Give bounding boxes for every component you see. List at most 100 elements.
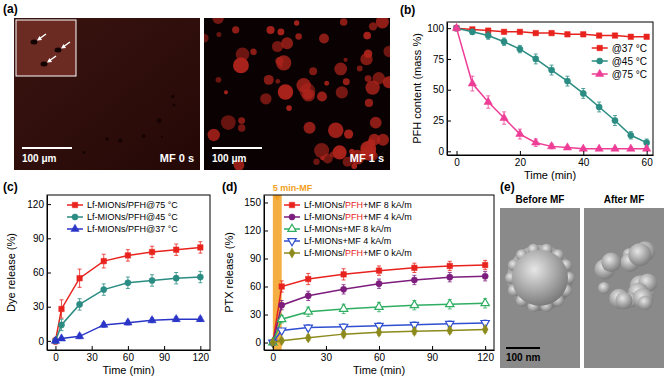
legend-label-part: PFH	[345, 248, 363, 258]
legend-marker	[72, 202, 77, 207]
image-background	[584, 208, 664, 368]
legend-marker	[288, 239, 296, 246]
marker	[100, 320, 108, 327]
image-background	[500, 208, 580, 368]
speck	[172, 103, 175, 106]
marker	[547, 142, 555, 149]
x-tick-mark	[379, 346, 380, 350]
y-axis-title: PFH content (mass %)	[411, 33, 423, 144]
legend-label: Lf-MIONs+MF 4 kA/m	[304, 236, 391, 246]
x-tick-label: 30	[321, 352, 333, 363]
marker	[376, 268, 381, 273]
x-tick-label: 30	[87, 352, 99, 363]
y-axis: 0255075100	[427, 23, 451, 158]
annotation-label: 5 min-MF	[273, 183, 313, 193]
y-tick-mark	[47, 238, 51, 239]
y-tick-mark	[47, 204, 51, 205]
bubble	[295, 33, 302, 40]
legend-item: Lf-MIONs+MF 8 kA/m	[284, 224, 391, 234]
legend-marker	[289, 214, 295, 220]
marker	[279, 336, 285, 346]
fragment	[628, 243, 651, 266]
x-axis: 0306090120	[265, 346, 495, 363]
x-tick-mark	[583, 151, 584, 155]
bubble	[224, 90, 228, 94]
marker	[563, 143, 571, 150]
y-tick: 120	[244, 225, 268, 236]
bubble	[365, 99, 373, 107]
error-bar	[78, 269, 82, 287]
x-axis: 0204060	[448, 151, 654, 168]
marker	[596, 104, 602, 110]
sem-image	[500, 208, 580, 368]
series-line	[273, 323, 485, 343]
figure: (a)100 μmMF 0 s100 μmMF 1 s(e)Before MF1…	[0, 0, 664, 377]
marker	[124, 318, 132, 325]
marker	[469, 29, 475, 35]
image-background	[204, 18, 390, 170]
bubble	[317, 91, 327, 101]
marker	[516, 129, 524, 136]
bubble	[324, 81, 329, 86]
x-tick-label: 60	[642, 157, 654, 168]
x-tick-label: 60	[123, 352, 135, 363]
legend-label: Lf-MIONs/PFH+MF 4 kA/m	[304, 212, 412, 222]
plot-frame	[447, 22, 653, 155]
marker	[196, 314, 204, 321]
x-tick: 30	[321, 346, 333, 363]
marker	[172, 314, 180, 321]
marker	[532, 138, 540, 145]
y-tick-mark	[47, 307, 51, 308]
droplet-spot	[41, 62, 48, 67]
series-line	[273, 276, 485, 342]
error-bar	[174, 244, 178, 255]
bubble	[304, 122, 316, 134]
y-tick: 50	[433, 84, 451, 95]
y-axis-title: PTX release (%)	[223, 232, 235, 313]
x-tick: 20	[515, 151, 527, 168]
scale-bar-label: 100 μm	[212, 153, 247, 164]
plot-frame	[264, 195, 494, 350]
legend-item: Lf-MIONs/PFH+MF 8 kA/m	[284, 200, 412, 210]
marker	[642, 144, 650, 151]
scale-bar	[212, 147, 262, 149]
y-tick-label: 30	[250, 309, 262, 320]
plot-data	[269, 195, 490, 350]
marker	[580, 90, 586, 96]
panel-label: (b)	[400, 3, 415, 17]
image-title: Before MF	[516, 194, 565, 205]
y-tick-label: 100	[427, 23, 444, 34]
fragment	[615, 292, 632, 309]
marker	[596, 33, 601, 38]
legend-item: Lf-MIONs/PFH@37 °C	[67, 224, 178, 234]
marker	[446, 299, 454, 306]
marker	[125, 280, 131, 286]
y-tick-label: 30	[33, 301, 45, 312]
bubble	[275, 57, 283, 65]
x-tick-mark	[273, 346, 274, 350]
y-tick: 30	[33, 301, 51, 312]
marker	[482, 324, 488, 334]
marker	[197, 274, 203, 280]
legend-label-part: PFH	[345, 200, 363, 210]
y-tick: 75	[433, 54, 451, 65]
legend-item: Lf-MIONs/PFH@75 °C	[67, 200, 178, 210]
bubble	[236, 47, 250, 61]
marker	[149, 277, 155, 283]
legend-item: Lf-MIONs/PFH@45 °C	[67, 212, 178, 222]
image-title: After MF	[604, 194, 645, 205]
x-tick: 60	[642, 151, 654, 168]
speck	[83, 151, 86, 154]
marker	[57, 334, 65, 341]
bubble	[264, 75, 274, 85]
sphere	[507, 245, 573, 311]
legend: @37 °C@45 °C@75 °C	[592, 43, 647, 80]
marker	[173, 247, 178, 252]
error-bar	[412, 263, 416, 272]
y-tick-mark	[264, 230, 268, 231]
marker	[304, 307, 312, 314]
x-tick: 90	[159, 346, 171, 363]
scale-bar	[22, 147, 72, 149]
legend-label: Lf-MIONs/PFH+MF 0 kA/m	[304, 248, 412, 258]
y-axis: 0306090120150	[244, 196, 268, 351]
